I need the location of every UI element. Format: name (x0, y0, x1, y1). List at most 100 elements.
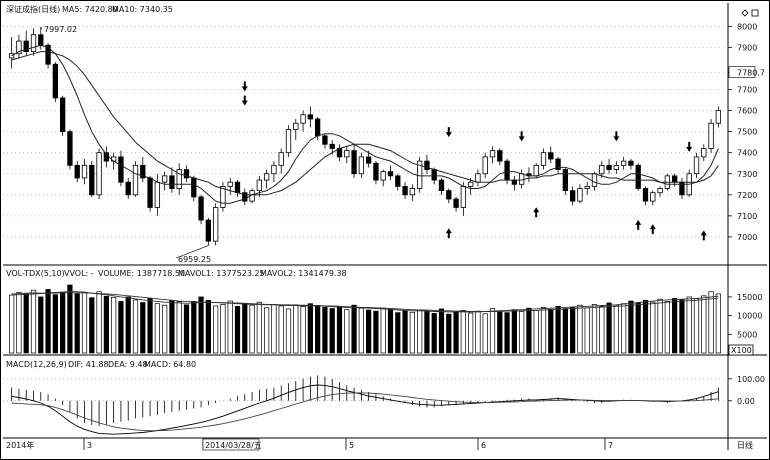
volume-bar-up (213, 305, 219, 354)
volume-bar-down (191, 301, 197, 354)
volume-bar-up (613, 304, 619, 354)
candle-body-up (278, 152, 284, 166)
candle-body-down (548, 152, 554, 160)
candle-body-up (176, 169, 182, 189)
volume-bar-down (606, 302, 612, 354)
candle-body-up (460, 185, 467, 208)
candle-body-up (154, 181, 161, 208)
candle-body-up (161, 175, 168, 183)
volume-bar-down (38, 296, 44, 354)
volume-bar-down (504, 312, 510, 354)
candle-body-down (38, 34, 44, 46)
volume-bar-down (402, 310, 408, 354)
volume-bar-down (387, 308, 394, 354)
volume-bar-down (511, 309, 517, 354)
volume-bar-down (555, 305, 561, 354)
ma10-line (11, 51, 719, 196)
candle-body-up (220, 185, 226, 208)
high-pointer-line (40, 26, 43, 30)
candle-body-down (497, 150, 503, 162)
candle-body-down (67, 131, 73, 166)
x-axis-label-may: 5 (349, 441, 354, 450)
square-icon[interactable] (751, 9, 759, 17)
candle-body-down (125, 181, 131, 196)
volume-header-vvol: VVOL: - (64, 269, 94, 278)
volume-bar-up (285, 308, 292, 354)
candle-body-up (285, 129, 292, 154)
candle-body-up (657, 188, 663, 194)
volume-bar-down (147, 298, 153, 354)
volume-bar-up (293, 304, 299, 354)
volume-bar-up (577, 304, 583, 354)
volume-bar-down (424, 311, 430, 354)
mavol1-line (11, 290, 719, 313)
volume-y-tick-label: 10000 (737, 312, 762, 321)
candle-body-up (212, 207, 219, 242)
candle-body-up (227, 181, 233, 187)
price-high-annotation: 7997.02 (44, 25, 77, 34)
candle-body-up (693, 156, 700, 175)
volume-bar-down (315, 305, 321, 354)
volume-bar-up (460, 310, 466, 354)
candle-body-up (96, 152, 102, 196)
volume-bar-down (234, 305, 241, 354)
down-arrow-marker (518, 131, 525, 142)
volume-bar-up (475, 310, 481, 354)
candle-body-down (642, 188, 649, 202)
volume-bar-up (300, 306, 306, 354)
macd-header-macd: MACD: 64.80 (144, 360, 196, 369)
volume-bars (9, 284, 721, 354)
candle-body-down (606, 164, 612, 170)
diamond-icon[interactable] (741, 9, 749, 17)
up-arrow-marker (533, 207, 540, 218)
candle-body-up (475, 173, 481, 183)
volume-bar-down (446, 313, 452, 354)
volume-bar-down (329, 308, 335, 354)
volume-bar-down (60, 291, 66, 354)
x-axis-cursor-date-box (202, 438, 260, 451)
volume-bar-up (132, 299, 139, 354)
volume-bar-up (664, 301, 670, 354)
candle-body-down (307, 114, 314, 120)
candle-body-down (562, 169, 569, 192)
candle-body-up (584, 185, 590, 189)
candle-body-down (234, 181, 241, 194)
volume-bar-up (715, 293, 721, 354)
moving-average-lines (11, 44, 719, 204)
arrow-markers (40, 26, 707, 259)
volume-bar-down (453, 311, 459, 354)
candle-body-down (504, 160, 510, 181)
volume-bar-up (81, 292, 88, 354)
candle-body-up (591, 173, 598, 187)
candle-body-down (395, 175, 401, 187)
candle-body-down (431, 169, 437, 181)
down-arrow-marker (241, 81, 248, 92)
volume-bar-up (417, 309, 423, 354)
volume-bar-up (657, 298, 663, 354)
volume-bar-down (642, 299, 649, 354)
ma5-line (11, 44, 719, 204)
candle-body-down (373, 162, 379, 181)
dea-line (11, 392, 719, 432)
y-axis-tick-labels: 8000 7900 7780.7 7700 7600 7500 7400 7300 7200 71… (728, 22, 765, 406)
candle-body-down (671, 175, 678, 183)
volume-bar-down (205, 299, 211, 354)
period-label[interactable]: 日线 (737, 440, 753, 450)
volume-header-name: VOL-TDX(5,10) (6, 269, 65, 278)
volume-bar-down (562, 308, 568, 354)
candle-body-down (424, 160, 430, 170)
volume-bar-up (591, 304, 598, 354)
volume-bar-down (45, 289, 51, 354)
volume-bar-up (482, 313, 488, 354)
low-pointer-line (175, 245, 209, 259)
volume-bar-up (599, 305, 605, 354)
candle-body-down (511, 179, 518, 185)
volume-bar-up (9, 294, 15, 354)
down-arrow-marker (686, 141, 693, 152)
volume-bar-up (519, 311, 525, 354)
volume-bar-down (169, 300, 175, 354)
volume-bar-up (358, 307, 364, 354)
